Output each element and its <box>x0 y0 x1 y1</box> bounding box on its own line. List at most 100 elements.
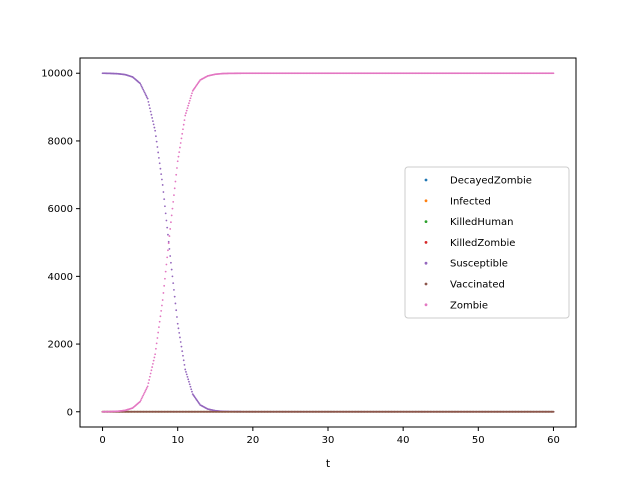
data-point <box>153 356 156 359</box>
data-point <box>141 87 144 89</box>
data-point <box>174 180 177 183</box>
legend-marker <box>424 199 428 203</box>
data-point <box>186 375 189 378</box>
data-point <box>164 212 167 215</box>
data-point <box>174 302 177 305</box>
data-point <box>173 187 176 190</box>
legend-label: Susceptible <box>450 259 508 270</box>
data-point <box>144 390 147 392</box>
data-point <box>148 379 151 381</box>
data-point <box>148 107 151 110</box>
data-point <box>183 119 186 122</box>
data-point <box>141 396 144 398</box>
data-point <box>187 378 190 381</box>
data-point <box>159 167 162 170</box>
data-point <box>150 369 153 372</box>
y-tick-label: 0 <box>67 407 73 418</box>
data-point <box>185 109 188 112</box>
data-point <box>154 129 157 132</box>
data-point <box>142 88 145 91</box>
legend-marker <box>424 303 428 307</box>
data-point <box>145 94 148 97</box>
data-point <box>182 354 184 357</box>
data-point <box>173 288 175 291</box>
data-point <box>188 99 191 102</box>
data-point <box>176 322 179 325</box>
data-point <box>170 268 173 271</box>
data-point <box>161 304 163 307</box>
data-point <box>156 337 159 339</box>
data-point <box>167 240 170 243</box>
data-point <box>156 146 159 148</box>
data-point <box>144 93 147 95</box>
data-point <box>149 110 152 113</box>
data-point <box>140 397 143 400</box>
legend-marker <box>424 261 428 265</box>
legend-label: KilledZombie <box>450 238 515 249</box>
data-point <box>186 107 189 110</box>
data-point <box>183 363 186 366</box>
legend-box <box>404 166 570 319</box>
data-point <box>184 368 187 371</box>
data-point <box>164 270 167 273</box>
data-point <box>161 299 164 301</box>
data-point <box>161 184 164 186</box>
data-point <box>148 375 151 378</box>
data-point <box>142 394 145 397</box>
data-point <box>191 390 193 393</box>
data-point <box>176 316 178 318</box>
x-tick-label: 20 <box>246 435 259 446</box>
data-point <box>155 347 157 350</box>
legend: DecayedZombie Infected KilledHuman KilledZo… <box>404 166 570 319</box>
y-tick-label: 8000 <box>48 136 73 147</box>
data-point <box>180 137 183 140</box>
legend-marker <box>424 241 428 244</box>
data-point <box>142 393 145 395</box>
data-point <box>175 309 178 312</box>
data-point <box>168 248 171 250</box>
data-point <box>188 380 190 383</box>
data-point <box>170 214 173 217</box>
data-point <box>179 146 181 149</box>
data-point <box>179 142 182 144</box>
data-point <box>151 117 154 119</box>
x-tick-label: 10 <box>171 435 184 446</box>
data-point <box>162 191 165 193</box>
data-point <box>152 120 154 123</box>
x-tick-label: 0 <box>99 435 105 446</box>
data-point <box>182 359 185 362</box>
legend-label: KilledHuman <box>450 217 513 228</box>
y-tick-label: 10000 <box>41 69 73 80</box>
data-point <box>185 371 187 373</box>
data-point <box>172 282 175 285</box>
data-point <box>163 284 166 287</box>
data-point <box>172 200 175 203</box>
data-point <box>190 94 193 97</box>
data-point <box>185 373 188 376</box>
data-point <box>164 205 166 208</box>
x-axis-label: t <box>326 457 331 470</box>
y-tick-label: 4000 <box>48 272 73 283</box>
data-point <box>169 228 172 230</box>
series-vaccinated <box>101 410 555 413</box>
data-point <box>184 114 187 117</box>
plot-area <box>101 72 555 413</box>
data-point <box>148 104 151 106</box>
legend-marker <box>424 178 428 182</box>
data-point <box>158 326 160 329</box>
data-point <box>188 102 190 105</box>
data-point <box>161 178 163 181</box>
legend-label: Infected <box>450 196 491 207</box>
data-point <box>160 309 163 312</box>
data-point <box>163 198 166 201</box>
data-point <box>155 140 158 143</box>
data-point <box>158 162 161 165</box>
data-point <box>177 155 180 158</box>
data-point <box>167 242 170 245</box>
data-point <box>155 342 158 345</box>
data-point <box>146 97 149 100</box>
data-point <box>150 113 153 116</box>
data-point <box>162 292 165 294</box>
data-point <box>176 167 178 169</box>
